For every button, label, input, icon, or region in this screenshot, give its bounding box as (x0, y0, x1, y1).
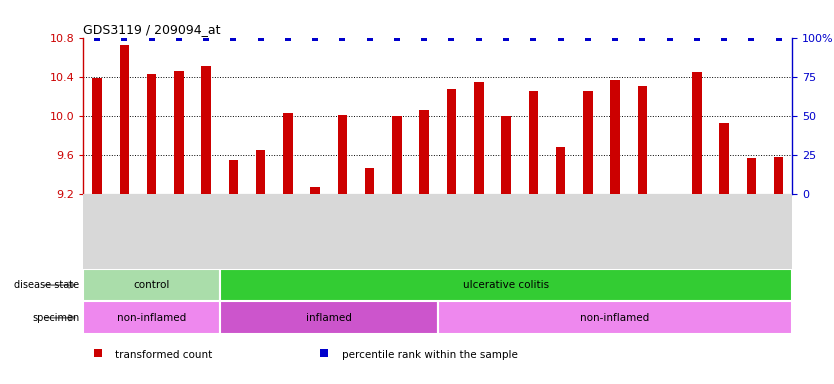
Bar (392, 116, 402, 194)
Bar (501, 116, 510, 194)
Bar (583, 91, 593, 194)
Bar (83, 301, 219, 334)
Text: disease state: disease state (14, 280, 79, 290)
Bar (610, 80, 620, 194)
Bar (338, 115, 347, 194)
Bar (310, 187, 320, 194)
Bar (201, 66, 211, 194)
Text: non-inflamed: non-inflamed (117, 313, 186, 323)
Bar (119, 45, 129, 194)
Bar (93, 78, 102, 194)
Text: transformed count: transformed count (115, 350, 213, 360)
Text: inflamed: inflamed (306, 313, 352, 323)
Text: specimen: specimen (32, 313, 79, 323)
Text: percentile rank within the sample: percentile rank within the sample (342, 350, 518, 360)
Bar (692, 73, 701, 194)
Bar (447, 89, 456, 194)
Bar (219, 301, 438, 334)
Bar (147, 74, 156, 194)
Bar (283, 113, 293, 194)
Text: ulcerative colitis: ulcerative colitis (463, 280, 549, 290)
Bar (665, 194, 675, 199)
Text: non-inflamed: non-inflamed (580, 313, 650, 323)
Bar (420, 110, 429, 194)
Bar (83, 269, 219, 301)
Bar (438, 301, 792, 334)
Bar (637, 86, 647, 194)
Text: GDS3119 / 209094_at: GDS3119 / 209094_at (83, 23, 221, 36)
Bar (774, 157, 783, 194)
Bar (474, 82, 484, 194)
Text: control: control (133, 280, 170, 290)
Bar (529, 91, 538, 194)
Bar (365, 168, 374, 194)
Bar (229, 160, 239, 194)
Bar (219, 269, 792, 301)
Bar (174, 71, 183, 194)
Bar (746, 158, 756, 194)
Bar (256, 150, 265, 194)
Bar (555, 147, 565, 194)
Bar (720, 123, 729, 194)
